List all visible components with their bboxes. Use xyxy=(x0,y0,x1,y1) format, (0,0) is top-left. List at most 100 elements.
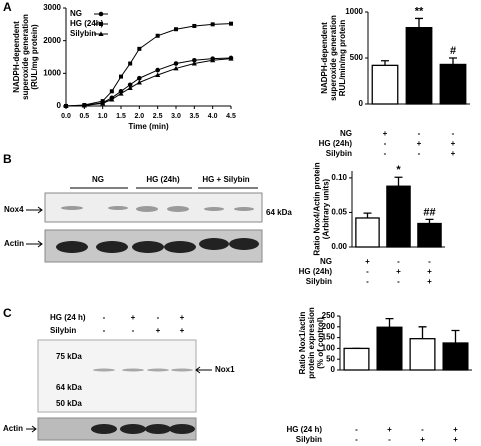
x-tick-label: 1.0 xyxy=(98,113,108,120)
sign: - xyxy=(397,257,400,266)
treatment-name: Silybin xyxy=(306,277,332,286)
marker-label: 64 kDa xyxy=(266,208,292,217)
x-tick-label: 0.5 xyxy=(79,113,89,120)
panel-label: B xyxy=(3,152,12,166)
error-bar xyxy=(363,212,372,218)
marker xyxy=(228,56,234,61)
y-tick-label: 250 xyxy=(322,311,336,320)
sign: + xyxy=(453,425,458,434)
y-tick-label: 50 xyxy=(326,354,335,363)
marker xyxy=(127,85,133,91)
bar xyxy=(409,338,436,371)
sign: + xyxy=(383,129,388,138)
sign: - xyxy=(355,425,358,434)
legend-label: NG xyxy=(70,9,82,18)
sign: - xyxy=(388,435,391,444)
y-axis-label: NADPH-dependent xyxy=(320,22,329,94)
marker xyxy=(127,82,133,88)
marker xyxy=(155,72,161,77)
y-tick-label: 1000 xyxy=(43,68,61,77)
y-axis-label: (RUL/mg protein) xyxy=(30,24,39,90)
sign: - xyxy=(103,326,106,335)
treatment-name: Silybin xyxy=(326,149,352,158)
blot-image xyxy=(37,339,197,413)
sign: + xyxy=(387,425,392,434)
marker xyxy=(192,57,197,63)
group-label: HG + Silybin xyxy=(202,175,249,184)
legend-label: HG (24h) xyxy=(70,19,104,28)
y-tick-label: 100 xyxy=(322,344,336,353)
series-line xyxy=(65,58,232,107)
marker xyxy=(63,103,69,108)
error-bar xyxy=(385,317,394,328)
marker xyxy=(128,61,133,66)
sign: - xyxy=(366,267,369,276)
bar xyxy=(386,185,411,248)
legend-label: Silybin xyxy=(70,29,96,38)
marker-label: 75 kDa xyxy=(56,352,82,361)
y-tick-label: 0 xyxy=(359,99,364,108)
treatment-name: HG (24 h) xyxy=(50,313,86,322)
row-label: Nox4 xyxy=(4,205,24,214)
sign: + xyxy=(180,326,185,335)
row-label: Actin xyxy=(3,424,23,433)
y-axis-label: (Arbitrary units) xyxy=(322,178,331,239)
x-tick-label: 0.0 xyxy=(61,113,71,120)
error-bar xyxy=(418,326,427,339)
y-tick-label: 1000 xyxy=(345,7,363,16)
y-tick-label: 200 xyxy=(322,322,336,331)
sign: - xyxy=(397,277,400,286)
marker xyxy=(155,67,160,73)
y-tick-label: 500 xyxy=(350,53,364,62)
marker xyxy=(191,60,197,66)
arrow xyxy=(26,240,43,248)
y-axis-label: NADPH-dependent xyxy=(12,21,21,93)
error-bar xyxy=(415,17,423,28)
marker xyxy=(210,22,215,27)
bands xyxy=(91,424,195,434)
bar xyxy=(439,63,467,105)
sign: - xyxy=(355,435,358,444)
sign: - xyxy=(418,149,421,158)
x-axis-label: Time (min) xyxy=(128,122,169,131)
sign: + xyxy=(180,313,185,322)
arrow xyxy=(195,366,212,374)
panel-label: A xyxy=(3,0,12,14)
sign: - xyxy=(452,129,455,138)
series-line xyxy=(65,23,232,107)
arrow xyxy=(26,206,43,214)
bar xyxy=(355,217,380,248)
sign: - xyxy=(132,326,135,335)
y-axis-label: Ratio Nox4/Actin protein xyxy=(313,162,322,255)
y-tick-label: 0 xyxy=(331,365,336,374)
sign: + xyxy=(417,139,422,148)
sign: - xyxy=(157,313,160,322)
sign: - xyxy=(103,313,106,322)
marker-label: 64 kDa xyxy=(56,383,82,392)
y-tick-label: 0.05 xyxy=(331,208,347,217)
marker xyxy=(118,90,124,96)
error-bar xyxy=(394,176,403,187)
legend-marker xyxy=(98,11,104,17)
marker xyxy=(174,27,178,32)
treatment-name: Silybin xyxy=(50,326,76,335)
marker xyxy=(109,89,114,94)
bands xyxy=(93,368,193,372)
y-tick-label: 0.10 xyxy=(331,173,347,182)
bar xyxy=(343,347,370,371)
treatment-name: NG xyxy=(320,257,332,266)
x-tick-label: 2.0 xyxy=(134,113,144,120)
error-bar xyxy=(451,329,460,343)
y-tick-label: 0 xyxy=(57,101,62,110)
bar xyxy=(376,326,403,371)
marker xyxy=(173,61,179,66)
marker xyxy=(119,74,123,79)
marker xyxy=(192,23,197,28)
sign: + xyxy=(427,277,432,286)
sign: + xyxy=(451,149,456,158)
x-tick-label: 4.0 xyxy=(208,113,218,120)
y-tick-label: 0.00 xyxy=(331,242,347,251)
band-label: Nox1 xyxy=(215,365,235,374)
x-tick-label: 3.5 xyxy=(189,113,199,120)
